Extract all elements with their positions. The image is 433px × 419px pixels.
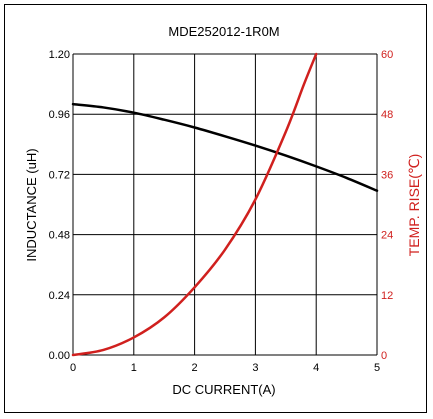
y-tick-label: 0.24 [49, 290, 70, 302]
x-axis-label: DC CURRENT(A) [172, 382, 275, 397]
grid [72, 53, 378, 356]
y2-tick-label: 60 [381, 49, 393, 61]
x-tick-label: 5 [374, 362, 380, 374]
chart-title: MDE252012-1R0M [168, 24, 279, 39]
x-tick-label: 3 [252, 362, 258, 374]
y-axis-label: INDUCTANCE (uH) [24, 148, 39, 261]
y-tick-label: 0.48 [49, 230, 70, 242]
y-tick-label: 0.96 [49, 109, 70, 121]
y-tick-label: 0.00 [49, 350, 70, 362]
temp-rise-line [71, 52, 318, 357]
y2-tick-label: 0 [381, 350, 387, 362]
inductance-line [71, 102, 379, 192]
series-layer [71, 52, 379, 357]
x-tick-label: 0 [70, 362, 76, 374]
y2-tick-label: 24 [381, 230, 393, 242]
y2-tick-label: 36 [381, 169, 393, 181]
y-tick-label: 1.20 [49, 49, 70, 61]
y2-tick-label: 48 [381, 109, 393, 121]
x-tick-label: 2 [192, 362, 198, 374]
x-tick-labels: 0 1 2 3 4 5 [70, 362, 380, 374]
x-tick-label: 4 [313, 362, 319, 374]
chart-frame [4, 4, 427, 413]
y-tick-labels: 0.00 0.24 0.48 0.72 0.96 1.20 [49, 49, 70, 362]
y2-tick-label: 12 [381, 290, 393, 302]
x-tick-label: 1 [131, 362, 137, 374]
y2-tick-labels: 0 12 24 36 48 60 [381, 49, 393, 362]
y-tick-label: 0.72 [49, 169, 70, 181]
y2-axis-label: TEMP. RISE(℃) [406, 154, 422, 257]
